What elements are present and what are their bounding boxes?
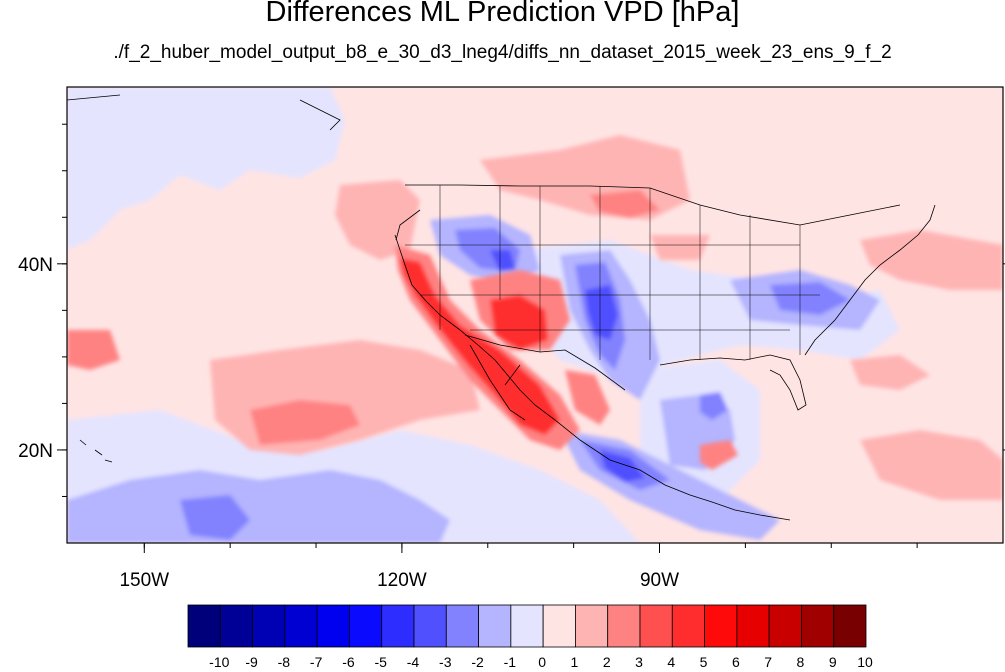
lon-tick-label: 150W bbox=[119, 570, 169, 591]
colorbar-label: 4 bbox=[667, 654, 675, 670]
pacific-red-mid bbox=[250, 400, 360, 445]
axis-tick-labels: 150W 120W 90W 40N 20N bbox=[18, 255, 679, 591]
negative-difference-areas bbox=[67, 87, 900, 543]
map-subtitle: ./f_2_huber_model_output_b8_e_30_d3_lneg… bbox=[113, 42, 892, 63]
colorbar-label: -9 bbox=[245, 654, 258, 670]
colorbar-swatch bbox=[575, 604, 609, 648]
colorbar-label: -8 bbox=[278, 654, 291, 670]
colorbar-swatch bbox=[413, 604, 447, 648]
colorbar-swatch bbox=[187, 604, 221, 648]
colorbar-labels: -10 -9 -8 -7 -6 -5 -4 -3 -2 -1 0 1 2 3 4 5 6 7 8 9 10 bbox=[209, 654, 873, 670]
coastlines-and-borders bbox=[67, 94, 936, 521]
lat-tick-label: 20N bbox=[18, 441, 53, 462]
south-blue-2 bbox=[180, 495, 250, 540]
colorbar-label: 6 bbox=[732, 654, 740, 670]
great-lakes-red bbox=[650, 235, 710, 260]
colorbar-label: -2 bbox=[471, 654, 484, 670]
colorbar-swatch bbox=[219, 604, 253, 648]
colorbar-label: 5 bbox=[700, 654, 708, 670]
colorbar-swatch bbox=[445, 604, 479, 648]
north-america-coastline bbox=[394, 204, 936, 521]
colorbar-swatch bbox=[542, 604, 576, 648]
atlantic-red bbox=[860, 430, 1003, 500]
colorbar-swatch bbox=[833, 604, 867, 648]
colorbar-swatch bbox=[736, 604, 770, 648]
colorbar-label: -5 bbox=[374, 654, 387, 670]
colorbar-swatch bbox=[510, 604, 544, 648]
colorbar-label: 10 bbox=[857, 654, 873, 670]
colorbar-swatch bbox=[349, 604, 383, 648]
colorbar-swatch bbox=[768, 604, 802, 648]
colorbar-swatch bbox=[478, 604, 512, 648]
colorbar-label: -10 bbox=[209, 654, 229, 670]
hawaii-islands bbox=[79, 439, 113, 463]
colorbar-swatch bbox=[671, 604, 705, 648]
gulf-red bbox=[700, 440, 738, 470]
west-atlantic-red bbox=[850, 355, 930, 390]
colorbar-label: -4 bbox=[407, 654, 420, 670]
colorbar-swatch bbox=[607, 604, 641, 648]
nw-pacific-light-blue bbox=[67, 87, 345, 250]
colorbar-label: 3 bbox=[635, 654, 643, 670]
colorbar-label: -3 bbox=[439, 654, 452, 670]
colorbar-label: 7 bbox=[764, 654, 772, 670]
gulf-blue-dark bbox=[700, 392, 728, 420]
colorbar-swatch bbox=[801, 604, 835, 648]
sierra-madre-red bbox=[565, 370, 610, 425]
baja-coastline bbox=[469, 344, 526, 421]
south-blue-1 bbox=[67, 470, 450, 543]
colorbar-label: 8 bbox=[797, 654, 805, 670]
colorbar-label: 1 bbox=[571, 654, 579, 670]
colorbar-label: -7 bbox=[310, 654, 323, 670]
idaho-blue-dark bbox=[490, 250, 515, 272]
us-mexico-border bbox=[464, 334, 626, 391]
pacific-nw-red bbox=[335, 180, 420, 260]
map-frame bbox=[66, 86, 1004, 544]
colorbar bbox=[187, 604, 867, 648]
lat-tick-label: 40N bbox=[18, 255, 53, 276]
colorbar-swatch bbox=[252, 604, 286, 648]
southwest-red-strong bbox=[490, 295, 548, 350]
us-canada-border bbox=[405, 184, 901, 226]
lon-tick-label: 90W bbox=[640, 570, 679, 591]
hawaii-red bbox=[67, 330, 120, 370]
map-field bbox=[67, 87, 1003, 543]
colorbar-swatch bbox=[639, 604, 673, 648]
colorbar-label: -1 bbox=[504, 654, 517, 670]
plains-blue-dark bbox=[585, 285, 618, 340]
colorbar-swatch bbox=[316, 604, 350, 648]
colorbar-label: 0 bbox=[538, 654, 546, 670]
dakota-red bbox=[590, 190, 660, 218]
colorbar-label: -6 bbox=[342, 654, 355, 670]
colorbar-label: 2 bbox=[603, 654, 611, 670]
colorbar-swatch bbox=[284, 604, 318, 648]
colorbar-swatch bbox=[704, 604, 738, 648]
east-coast-red bbox=[860, 230, 1003, 290]
alaska-coast bbox=[67, 94, 341, 131]
ohio-blue-mid bbox=[770, 282, 850, 315]
lon-tick-label: 120W bbox=[377, 570, 427, 591]
colorbar-label: 9 bbox=[829, 654, 837, 670]
state-borders bbox=[405, 185, 820, 360]
map-title: Differences ML Prediction VPD [hPa] bbox=[265, 0, 740, 28]
colorbar-swatch bbox=[381, 604, 415, 648]
mexico-pacific-blue-dark bbox=[600, 450, 645, 482]
axis-ticks bbox=[57, 123, 1005, 553]
